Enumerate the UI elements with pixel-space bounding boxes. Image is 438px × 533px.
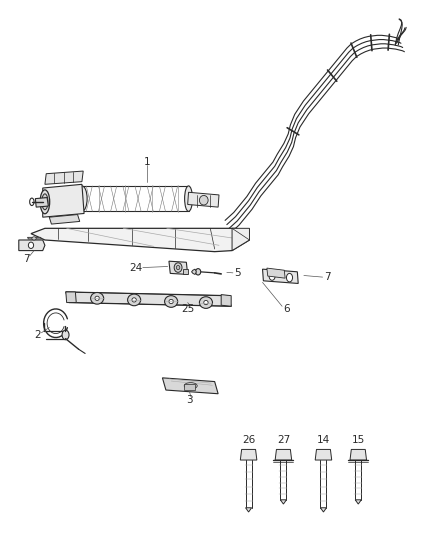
Ellipse shape bbox=[91, 293, 104, 304]
Bar bbox=[184, 384, 195, 390]
Polygon shape bbox=[246, 508, 252, 512]
Polygon shape bbox=[169, 261, 187, 274]
Text: 27: 27 bbox=[277, 435, 290, 445]
Polygon shape bbox=[267, 268, 285, 278]
Ellipse shape bbox=[286, 273, 293, 282]
Polygon shape bbox=[162, 378, 218, 394]
Text: 26: 26 bbox=[242, 435, 255, 445]
Ellipse shape bbox=[40, 190, 49, 214]
Polygon shape bbox=[28, 237, 42, 239]
Polygon shape bbox=[66, 292, 76, 303]
Text: 15: 15 bbox=[352, 435, 365, 445]
Text: 7: 7 bbox=[324, 272, 330, 282]
Ellipse shape bbox=[177, 265, 180, 270]
Ellipse shape bbox=[42, 194, 48, 210]
Text: 5: 5 bbox=[234, 268, 241, 278]
Ellipse shape bbox=[62, 330, 69, 340]
Ellipse shape bbox=[199, 196, 208, 205]
Polygon shape bbox=[275, 449, 292, 460]
Polygon shape bbox=[187, 192, 219, 207]
Ellipse shape bbox=[43, 198, 46, 206]
Ellipse shape bbox=[77, 186, 87, 212]
Polygon shape bbox=[221, 295, 231, 306]
Polygon shape bbox=[43, 184, 84, 217]
Polygon shape bbox=[31, 228, 250, 252]
Text: 6: 6 bbox=[283, 304, 290, 314]
Text: 3: 3 bbox=[186, 395, 193, 405]
Polygon shape bbox=[350, 449, 367, 460]
Polygon shape bbox=[315, 449, 332, 460]
Ellipse shape bbox=[269, 272, 275, 280]
Text: 1: 1 bbox=[144, 157, 151, 166]
Polygon shape bbox=[45, 171, 83, 184]
Ellipse shape bbox=[199, 297, 212, 309]
Bar bbox=[184, 269, 187, 274]
Ellipse shape bbox=[28, 242, 34, 248]
Text: 25: 25 bbox=[181, 304, 194, 314]
Polygon shape bbox=[232, 228, 250, 251]
Ellipse shape bbox=[32, 237, 36, 240]
Ellipse shape bbox=[184, 383, 197, 389]
Ellipse shape bbox=[185, 186, 192, 212]
Ellipse shape bbox=[204, 301, 208, 305]
Ellipse shape bbox=[127, 294, 141, 306]
Polygon shape bbox=[280, 500, 286, 504]
Polygon shape bbox=[19, 240, 45, 251]
Text: 7: 7 bbox=[23, 254, 30, 264]
Polygon shape bbox=[355, 500, 361, 504]
Ellipse shape bbox=[169, 300, 173, 304]
Polygon shape bbox=[49, 215, 80, 224]
Polygon shape bbox=[191, 269, 196, 274]
Polygon shape bbox=[240, 449, 257, 460]
Text: 14: 14 bbox=[317, 435, 330, 445]
Ellipse shape bbox=[165, 296, 178, 308]
Ellipse shape bbox=[174, 263, 182, 272]
Text: 2: 2 bbox=[34, 330, 40, 341]
Polygon shape bbox=[262, 269, 298, 284]
Polygon shape bbox=[35, 198, 48, 207]
Ellipse shape bbox=[132, 298, 136, 302]
Ellipse shape bbox=[195, 269, 201, 275]
Polygon shape bbox=[66, 292, 231, 306]
Ellipse shape bbox=[95, 296, 99, 301]
Text: 24: 24 bbox=[129, 263, 142, 272]
Polygon shape bbox=[321, 508, 326, 512]
